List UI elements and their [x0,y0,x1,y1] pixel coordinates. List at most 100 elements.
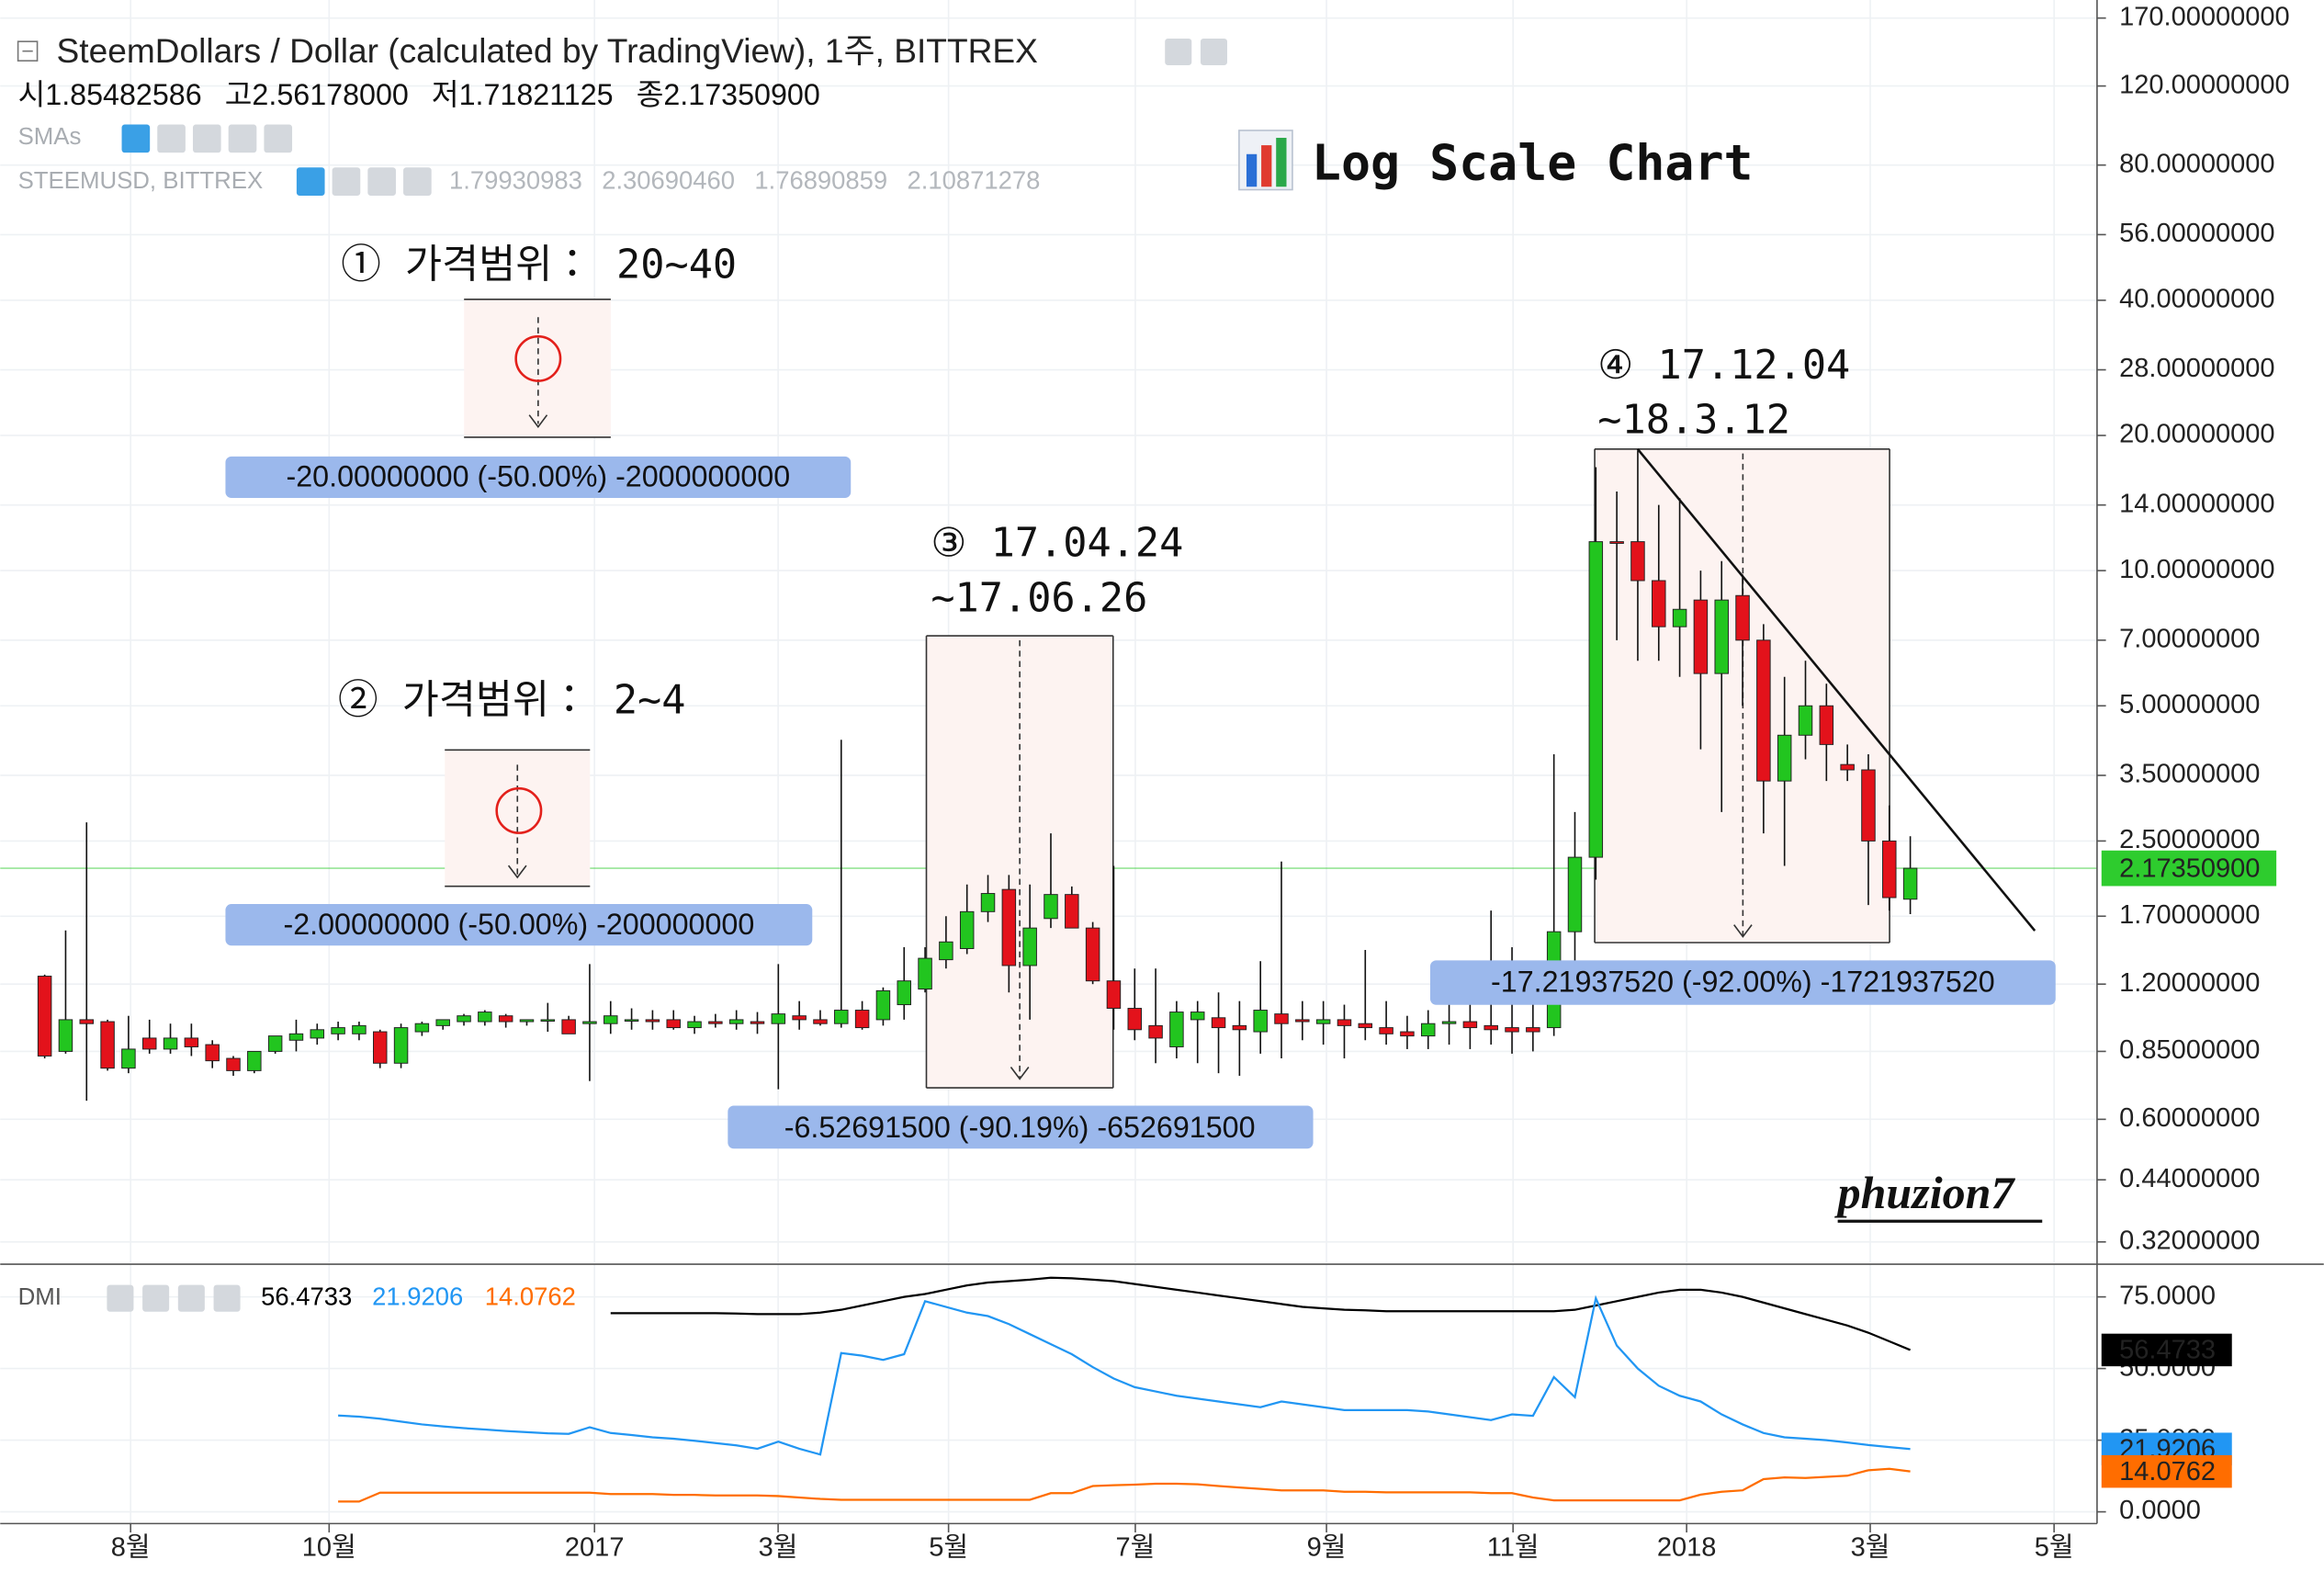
candle-body [624,1019,639,1023]
candle-body [1819,705,1834,745]
value-tag [2101,1333,2232,1367]
measure-label: -6.52691500 (-90.19%) -652691500 [784,1111,1256,1144]
candle-body [1484,1024,1498,1031]
dmi-icons[interactable] [107,1284,241,1312]
candle-body [561,1019,576,1034]
annotation-texts: ① 가격범위： 20~40 ② 가격범위： 2~4 ③ 17.04.24 ~17… [338,242,1850,723]
symbol-value: 1.79930983 [449,166,582,195]
candle-body [1798,705,1813,736]
candle-body [393,1027,409,1064]
measure-box [225,456,852,499]
candle-body [1652,580,1666,627]
sma-label[interactable]: SMAs [18,124,82,150]
ohlc-value: 2.56178000 [252,77,408,110]
y-tick-label: 7.00000000 [2119,624,2260,653]
annotation-label: ③ 17.04.24 [931,521,1183,567]
candle-body [58,1019,73,1052]
ohlc-label: 저 [432,77,459,110]
ohlc-legend: 시1.85482586 고2.56178000 저1.71821125 종2.1… [18,77,820,110]
price-tag-label: 2.17350900 [2119,853,2260,883]
candle-body [1505,1027,1519,1033]
candle-body [854,1010,870,1029]
candle-body [708,1021,723,1024]
candle-body [79,1019,95,1024]
y-tick-label: 20.00000000 [2119,420,2274,449]
dmi-line [338,1294,1911,1456]
symbol-label[interactable]: STEEMUSD, BITTREX [18,168,264,194]
x-tick-label: 3월 [759,1531,798,1562]
candle-body [1421,1023,1436,1037]
candle-body [1400,1031,1415,1037]
symbol-values: 1.79930983 2.30690460 1.76890859 2.10871… [449,166,1040,195]
candle-body [1462,1021,1478,1029]
x-tick-label: 8월 [111,1531,151,1562]
x-tick-label: 10월 [302,1531,356,1562]
y-tick-label: 0.0000 [2119,1496,2201,1525]
dmi-value: 14.0762 [485,1282,576,1310]
y-tick-label: 1.70000000 [2119,900,2260,930]
candle-body [226,1057,241,1071]
y-tick-label: 75.0000 [2119,1281,2216,1310]
candle-body [310,1029,325,1039]
candle-body [918,957,932,990]
candle-body [771,1013,786,1024]
candle-body [163,1037,178,1050]
y-tick-label: 0.44000000 [2119,1164,2260,1193]
candle-body [1211,1017,1226,1029]
candle-body [1526,1027,1540,1033]
candle-body [1001,888,1017,966]
price-tag [2101,850,2277,887]
candle-body [582,1021,597,1024]
x-tick-label: 7월 [1116,1531,1156,1562]
x-tick-label: 2017 [565,1532,625,1562]
y-tick-label: 0.85000000 [2119,1035,2260,1065]
y-tick-label: 170.00000000 [2119,2,2290,31]
dmi-value: 21.9206 [372,1282,463,1310]
candle-body [435,1019,450,1026]
annotation-label: ~18.3.12 [1597,398,1790,444]
candle-body [1022,927,1037,966]
symbol-value: 2.10871278 [908,166,1041,195]
symbol-title: SteemDollars / Dollar (calculated by Tra… [57,31,1038,70]
chart-title: Log Scale Chart [1312,134,1754,191]
x-tick-label: 9월 [1307,1531,1347,1562]
candle-body [1777,734,1792,782]
candle-body [1295,1019,1310,1023]
y-tick-label: 120.00000000 [2119,70,2290,99]
candle-body [100,1021,115,1069]
candle-body [1315,1019,1331,1024]
candle-body [1358,1023,1373,1029]
y-tick-label: 0.60000000 [2119,1103,2260,1133]
ohlc-label: 시 [18,77,46,110]
annotation-label: ② 가격범위： 2~4 [338,678,685,724]
candle-body [1274,1013,1289,1024]
sma-icons[interactable] [121,124,293,153]
candle-body [1693,599,1709,674]
symbol-icons[interactable] [296,167,432,196]
candle-body [1148,1024,1163,1039]
title-icon [1238,130,1293,191]
x-tick-label: 2018 [1657,1532,1717,1562]
candle-body [687,1021,702,1029]
ohlc-value: 2.17350900 [663,77,819,110]
value-tag-label: 14.0762 [2119,1457,2216,1486]
y-tick-label: 10.00000000 [2119,555,2274,584]
dmi-label[interactable]: DMI [18,1284,62,1310]
y-tick-label: 28.00000000 [2119,354,2274,383]
candle-body [1756,639,1771,782]
signature: phuzion7 [1834,1167,2016,1218]
y-tick-label: 14.00000000 [2119,489,2274,518]
measure-box [225,904,813,946]
header-icons[interactable] [1165,38,1227,65]
candle-body [1127,1008,1143,1031]
collapse-icon[interactable] [17,40,39,62]
candle-body [37,976,52,1057]
y-tick-label: 5.00000000 [2119,690,2260,719]
value-tag-label: 56.4733 [2119,1336,2216,1365]
y-tick-label: 80.00000000 [2119,149,2274,178]
candle-body [1609,541,1624,544]
candle-body [498,1015,513,1023]
candle-body [331,1027,345,1034]
candle-body [813,1019,828,1024]
